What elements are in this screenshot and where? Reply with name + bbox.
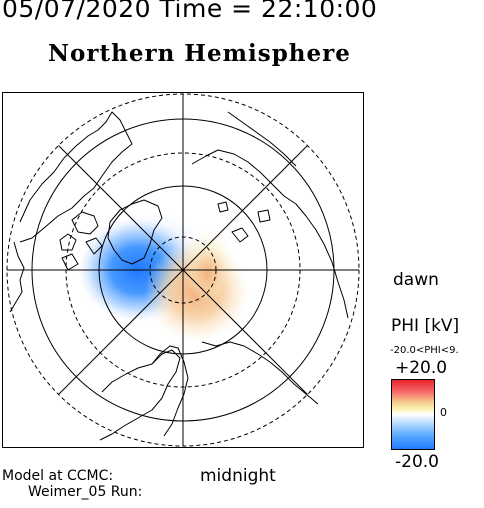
scandinavia-coast [151, 345, 189, 437]
canada-coast [19, 111, 133, 243]
arctic-islands [59, 211, 103, 271]
timestamp-title: 05/07/2020 Time = 22:10:00 [2, 0, 378, 23]
polar-map [2, 92, 364, 448]
midnight-label: midnight [200, 466, 276, 486]
meridian-lines [7, 94, 359, 446]
europe-coast [99, 349, 181, 441]
positive-potential-core [187, 246, 227, 302]
siberia-coast [191, 149, 349, 319]
colorbar-gradient [391, 379, 435, 450]
hemisphere-title: Northern Hemisphere [48, 40, 351, 67]
dawn-label: dawn [393, 270, 439, 290]
model-credit: Model at CCMC: [2, 468, 114, 484]
colorbar-zero-label: 0 [440, 406, 447, 419]
russia-north-coast [201, 341, 319, 405]
colorbar-range-note: -20.0<PHI<9. [390, 345, 459, 356]
greenland-coast [107, 199, 163, 265]
coastlines [9, 111, 349, 441]
colorbar-min-label: -20.0 [395, 452, 439, 472]
colorbar-max-label: +20.0 [395, 358, 448, 378]
siberia-islands [217, 201, 271, 243]
west-coast [9, 241, 25, 313]
alaska-coast [227, 111, 297, 167]
run-credit: Weimer_05 Run: [28, 484, 143, 500]
colorbar [391, 379, 435, 450]
colorbar-title: PHI [kV] [391, 316, 460, 336]
